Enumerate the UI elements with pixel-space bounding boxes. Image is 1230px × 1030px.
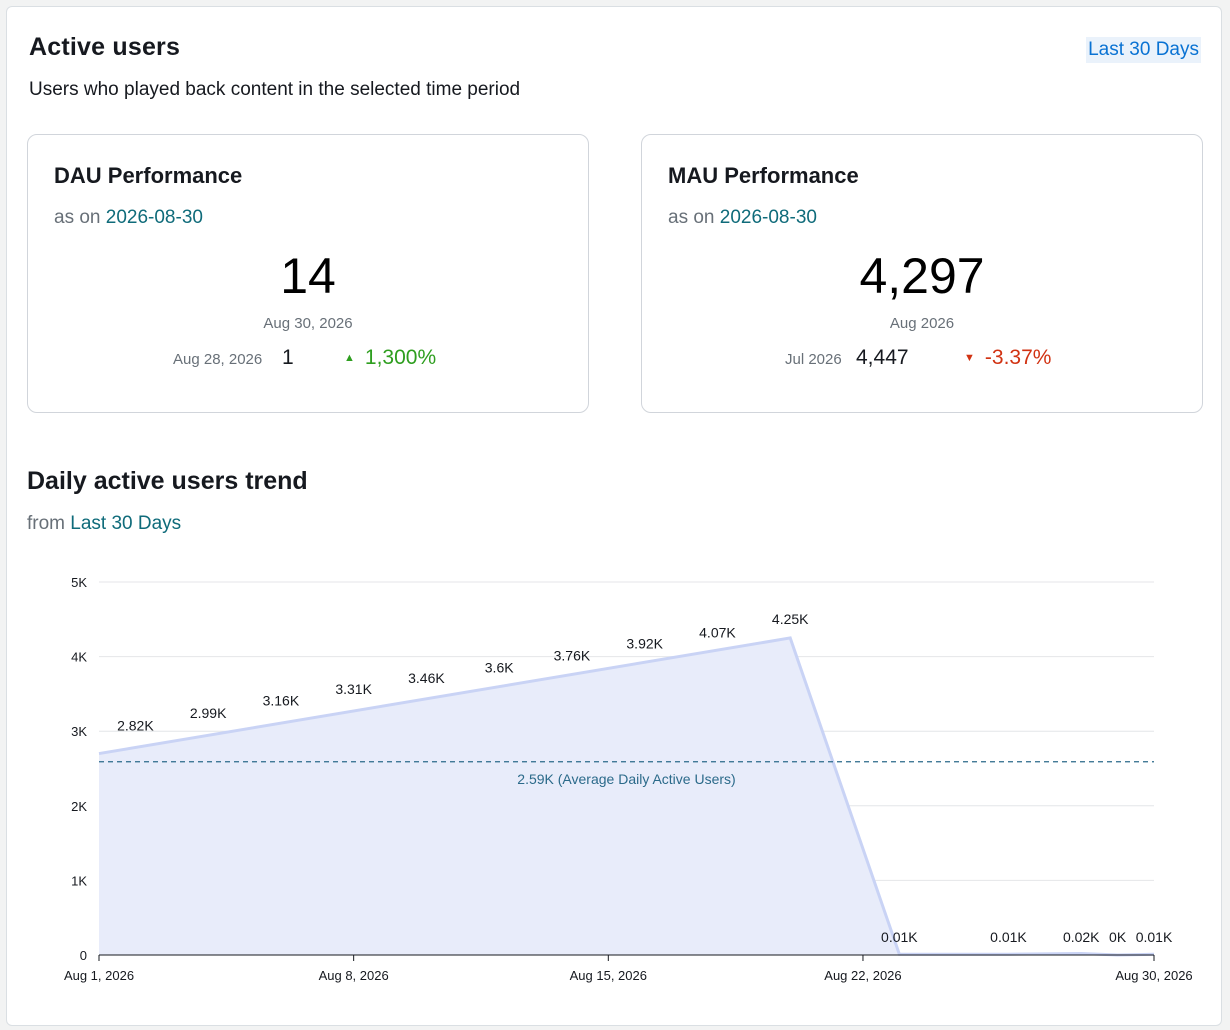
mau-delta: ▼ -3.37% — [964, 346, 1051, 370]
y-tick-label: 5K — [71, 575, 87, 590]
y-tick-label: 4K — [71, 650, 87, 665]
data-label: 3.92K — [626, 636, 663, 652]
dau-as-on: as on 2026-08-30 — [54, 207, 203, 229]
x-tick-label: Aug 22, 2026 — [824, 968, 901, 983]
y-tick-label: 3K — [71, 724, 87, 739]
as-on-label: as on — [54, 207, 101, 228]
mau-title: MAU Performance — [668, 163, 859, 188]
as-on-date: 2026-08-30 — [719, 207, 817, 228]
panel-subtitle: Users who played back content in the sel… — [29, 79, 521, 100]
data-label: 0.01K — [881, 929, 918, 945]
y-tick-label: 1K — [71, 873, 87, 888]
dau-delta: ▲ 1,300% — [344, 346, 436, 370]
x-tick-label: Aug 8, 2026 — [319, 968, 389, 983]
panel-title: Active users — [29, 33, 181, 61]
dau-title: DAU Performance — [54, 163, 243, 188]
data-label: 4.25K — [772, 611, 809, 627]
data-label: 3.76K — [554, 648, 591, 664]
data-label: 3.6K — [485, 659, 514, 675]
time-range-link[interactable]: Last 30 Days — [1086, 37, 1201, 63]
as-on-label: as on — [668, 207, 715, 228]
trend-title: Daily active users trend — [27, 467, 308, 495]
trend-range: Last 30 Days — [70, 513, 182, 534]
dau-compare-value: 1 — [282, 346, 294, 369]
data-label: 4.07K — [699, 624, 736, 640]
data-label: 2.99K — [190, 705, 227, 721]
dau-delta-value: 1,300% — [364, 346, 437, 369]
data-label: 3.31K — [335, 681, 372, 697]
mau-card: MAU Performance as on 2026-08-30 4,297 A… — [641, 134, 1203, 413]
data-label: 2.82K — [117, 718, 154, 734]
average-label: 2.59K (Average Daily Active Users) — [517, 771, 735, 787]
mau-value: 4,297 — [859, 248, 985, 304]
arrow-up-icon: ▲ — [344, 352, 355, 364]
dau-compare-date: Aug 28, 2026 — [173, 351, 263, 368]
data-label: 0.01K — [990, 929, 1027, 945]
area-fill — [99, 637, 1154, 955]
mau-compare-value: 4,447 — [856, 346, 909, 369]
dau-value-date: Aug 30, 2026 — [263, 315, 353, 332]
trend-subtitle: from Last 30 Days — [27, 513, 181, 535]
data-label: 0K — [1109, 929, 1127, 945]
data-label: 3.16K — [263, 692, 300, 708]
arrow-down-icon: ▼ — [964, 352, 975, 364]
mau-compare-date: Jul 2026 — [785, 351, 842, 368]
mau-delta-value: -3.37% — [984, 346, 1052, 369]
x-tick-label: Aug 1, 2026 — [64, 968, 134, 983]
as-on-date: 2026-08-30 — [105, 207, 203, 228]
x-tick-label: Aug 30, 2026 — [1115, 968, 1192, 983]
dau-value: 14 — [280, 248, 336, 304]
y-tick-label: 0 — [80, 948, 87, 963]
trend-from-label: from — [27, 513, 65, 534]
mau-as-on: as on 2026-08-30 — [668, 207, 817, 229]
data-label: 0.01K — [1136, 929, 1173, 945]
data-label: 0.02K — [1063, 929, 1100, 945]
dau-card: DAU Performance as on 2026-08-30 14 Aug … — [27, 134, 589, 413]
mau-value-date: Aug 2026 — [889, 315, 955, 332]
y-tick-label: 2K — [71, 799, 87, 814]
x-tick-label: Aug 15, 2026 — [570, 968, 647, 983]
data-label: 3.46K — [408, 670, 445, 686]
